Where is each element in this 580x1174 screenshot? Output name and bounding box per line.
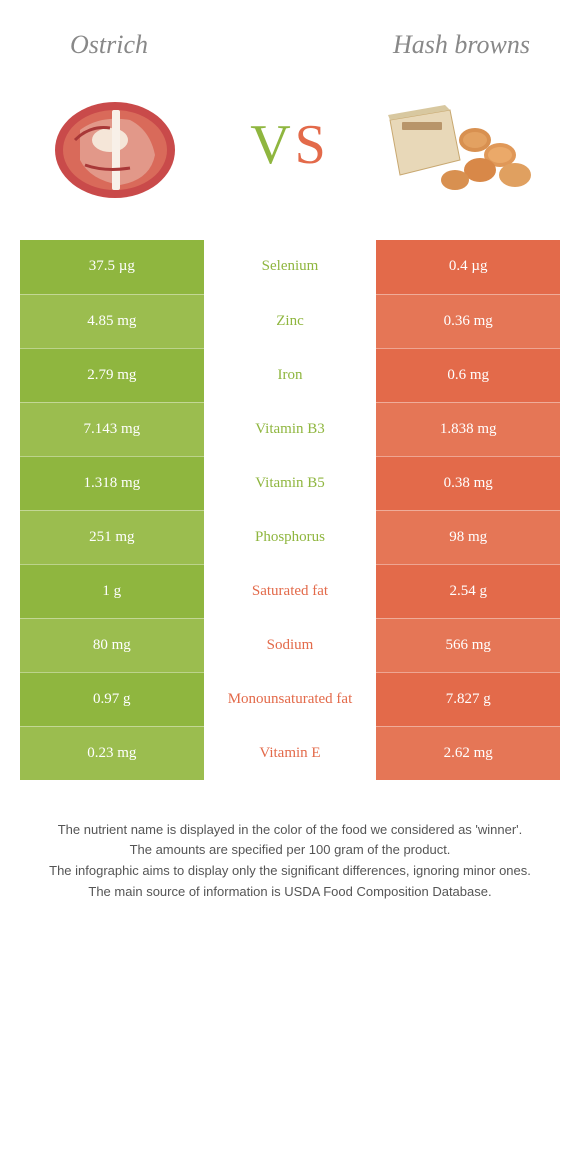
left-value: 2.79 mg <box>20 348 204 402</box>
vs-v-letter: V <box>250 114 294 176</box>
left-value: 0.97 g <box>20 672 204 726</box>
nutrition-table: 37.5 µgSelenium0.4 µg4.85 mgZinc0.36 mg2… <box>20 240 560 781</box>
nutrition-table-wrap: 37.5 µgSelenium0.4 µg4.85 mgZinc0.36 mg2… <box>0 240 580 781</box>
table-row: 251 mgPhosphorus98 mg <box>20 510 560 564</box>
table-row: 0.23 mgVitamin E2.62 mg <box>20 726 560 780</box>
right-value: 7.827 g <box>376 672 560 726</box>
table-row: 80 mgSodium566 mg <box>20 618 560 672</box>
right-food-image <box>380 80 540 210</box>
table-row: 2.79 mgIron0.6 mg <box>20 348 560 402</box>
images-row: VS <box>0 70 580 240</box>
nutrient-label: Saturated fat <box>204 564 377 618</box>
vs-label: VS <box>250 113 330 177</box>
nutrient-label: Sodium <box>204 618 377 672</box>
left-value: 4.85 mg <box>20 294 204 348</box>
left-value: 251 mg <box>20 510 204 564</box>
header-row: Ostrich Hash browns <box>0 0 580 70</box>
right-value: 0.6 mg <box>376 348 560 402</box>
right-value: 0.4 µg <box>376 240 560 294</box>
left-value: 0.23 mg <box>20 726 204 780</box>
nutrient-label: Zinc <box>204 294 377 348</box>
right-value: 0.36 mg <box>376 294 560 348</box>
left-value: 1 g <box>20 564 204 618</box>
nutrient-label: Vitamin B3 <box>204 402 377 456</box>
nutrient-label: Selenium <box>204 240 377 294</box>
nutrient-label: Iron <box>204 348 377 402</box>
nutrient-label: Monounsaturated fat <box>204 672 377 726</box>
right-food-title: Hash browns <box>300 30 530 60</box>
left-value: 37.5 µg <box>20 240 204 294</box>
nutrition-tbody: 37.5 µgSelenium0.4 µg4.85 mgZinc0.36 mg2… <box>20 240 560 780</box>
right-value: 2.62 mg <box>376 726 560 780</box>
left-food-image <box>40 80 200 210</box>
table-row: 1.318 mgVitamin B50.38 mg <box>20 456 560 510</box>
vs-s-letter: S <box>295 114 330 176</box>
left-value: 80 mg <box>20 618 204 672</box>
left-value: 1.318 mg <box>20 456 204 510</box>
nutrient-label: Vitamin B5 <box>204 456 377 510</box>
footnote-line: The main source of information is USDA F… <box>30 883 550 902</box>
right-value: 1.838 mg <box>376 402 560 456</box>
right-value: 0.38 mg <box>376 456 560 510</box>
table-row: 1 gSaturated fat2.54 g <box>20 564 560 618</box>
footnote-line: The amounts are specified per 100 gram o… <box>30 841 550 860</box>
footnote-line: The infographic aims to display only the… <box>30 862 550 881</box>
footnotes: The nutrient name is displayed in the co… <box>0 781 580 902</box>
nutrient-label: Vitamin E <box>204 726 377 780</box>
table-row: 4.85 mgZinc0.36 mg <box>20 294 560 348</box>
table-row: 7.143 mgVitamin B31.838 mg <box>20 402 560 456</box>
table-row: 37.5 µgSelenium0.4 µg <box>20 240 560 294</box>
right-value: 98 mg <box>376 510 560 564</box>
infographic-container: Ostrich Hash browns VS <box>0 0 580 902</box>
nutrient-label: Phosphorus <box>204 510 377 564</box>
left-value: 7.143 mg <box>20 402 204 456</box>
right-value: 2.54 g <box>376 564 560 618</box>
footnote-line: The nutrient name is displayed in the co… <box>30 821 550 840</box>
table-row: 0.97 gMonounsaturated fat7.827 g <box>20 672 560 726</box>
right-value: 566 mg <box>376 618 560 672</box>
left-food-title: Ostrich <box>50 30 300 60</box>
